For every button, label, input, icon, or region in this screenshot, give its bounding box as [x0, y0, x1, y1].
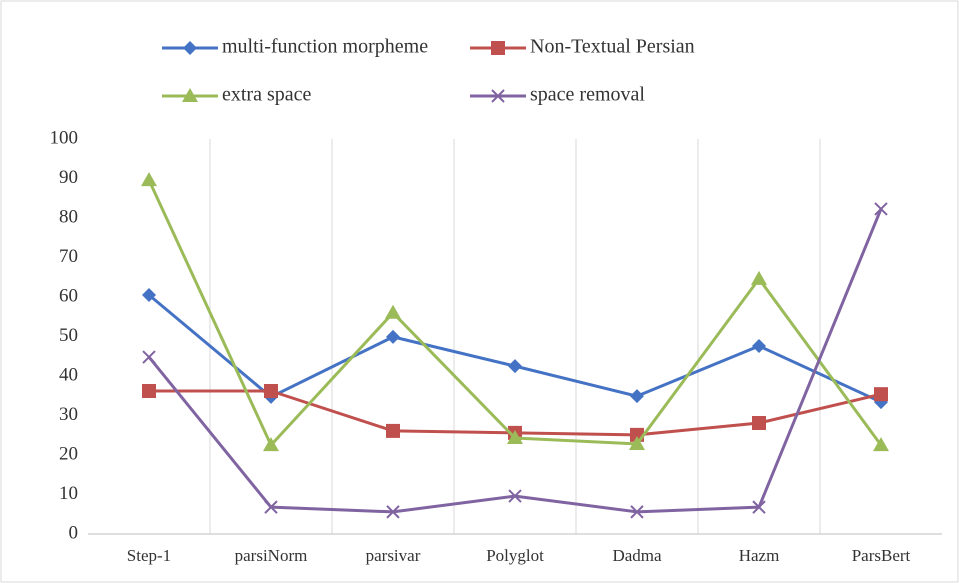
y-tick-label: 90 — [59, 167, 78, 188]
data-point — [630, 389, 644, 404]
legend-label: space removal — [530, 84, 645, 106]
data-point — [507, 430, 523, 445]
data-point — [752, 416, 766, 431]
data-point — [629, 435, 645, 450]
data-point — [142, 384, 156, 399]
x-tick-label: Step-1 — [127, 546, 171, 565]
y-tick-label: 40 — [59, 364, 78, 385]
legend-marker — [491, 89, 505, 103]
y-tick-label: 0 — [69, 522, 79, 543]
legend-label: Non-Textual Persian — [530, 36, 695, 58]
legend-label: extra space — [222, 84, 312, 106]
x-tick-label: parsiNorm — [235, 546, 308, 565]
data-point — [752, 500, 766, 514]
data-point — [630, 505, 644, 519]
y-tick-label: 70 — [59, 246, 78, 267]
x-tick-label: Polyglot — [486, 546, 544, 565]
x-tick-label: parsivar — [366, 546, 421, 565]
y-tick-label: 60 — [59, 285, 78, 306]
y-tick-label: 50 — [59, 325, 78, 346]
data-point — [141, 172, 157, 187]
y-tick-label: 20 — [59, 443, 78, 464]
data-point — [385, 304, 401, 319]
data-point — [751, 270, 767, 285]
legend-marker — [182, 88, 198, 102]
data-point — [508, 489, 522, 503]
data-point — [386, 423, 400, 438]
y-tick-label: 100 — [50, 127, 79, 148]
data-point — [873, 437, 889, 452]
legend-marker — [183, 41, 197, 55]
y-tick-label: 80 — [59, 206, 78, 227]
y-tick-label: 10 — [59, 483, 78, 504]
x-tick-label: ParsBert — [852, 546, 911, 565]
x-tick-label: Dadma — [612, 546, 662, 565]
data-point — [264, 500, 278, 514]
data-point — [264, 384, 278, 399]
data-point — [874, 202, 888, 216]
data-point — [386, 329, 400, 344]
x-tick-label: Hazm — [739, 546, 780, 565]
data-point — [752, 338, 766, 353]
data-point — [386, 505, 400, 519]
data-point — [508, 359, 522, 374]
data-point — [874, 387, 888, 402]
legend-label: multi-function morpheme — [222, 36, 428, 58]
data-point — [142, 288, 156, 303]
data-point — [263, 437, 279, 452]
data-point — [142, 350, 156, 364]
legend-marker — [491, 41, 505, 55]
y-tick-label: 30 — [59, 404, 78, 425]
